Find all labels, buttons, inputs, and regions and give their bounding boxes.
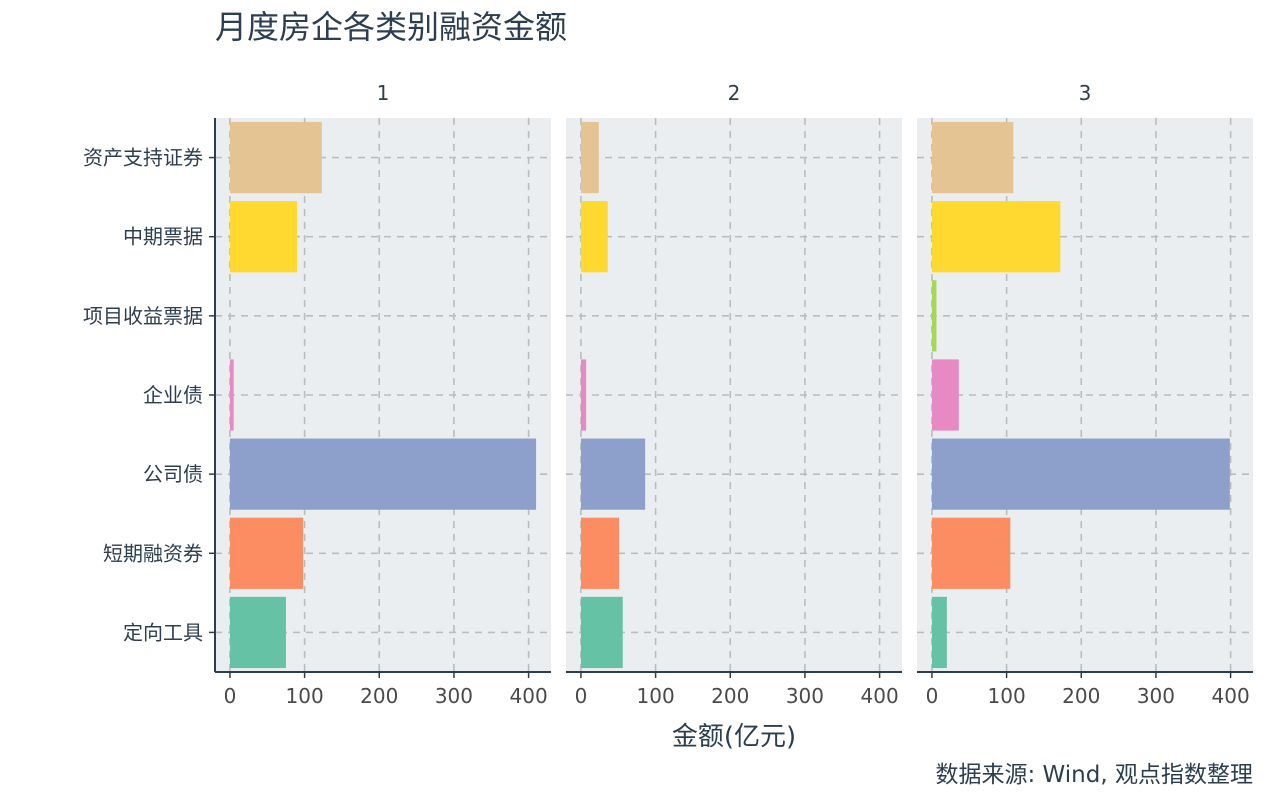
- panel-1: 1 0 100 200 300 400: [215, 81, 551, 708]
- x-tick-label: 300: [1137, 684, 1175, 708]
- panel-strip-label: 2: [728, 81, 741, 105]
- y-category-label: 短期融资券: [103, 541, 203, 565]
- bar-3-5: [931, 438, 1230, 510]
- panel-strip-label: 1: [377, 81, 390, 105]
- x-tick-label: 300: [435, 684, 473, 708]
- bar-1-5: [229, 438, 537, 510]
- x-tick-label: 0: [224, 684, 237, 708]
- y-category-label: 企业债: [143, 383, 203, 407]
- bar-1-7: [229, 596, 286, 669]
- panel-3: 3 0 100 200 300 400: [917, 81, 1253, 708]
- bar-1-4: [229, 359, 234, 431]
- source-caption: 数据来源: Wind, 观点指数整理: [936, 762, 1254, 788]
- bar-3-3: [931, 280, 937, 352]
- y-category-label: 中期票据: [123, 225, 203, 249]
- panel-2: 2 0 100 200 300 400: [566, 81, 902, 708]
- x-tick-label: 300: [786, 684, 824, 708]
- bar-1-6: [229, 517, 304, 589]
- x-tick-label: 200: [1062, 684, 1100, 708]
- panel-strip-label: 3: [1079, 81, 1092, 105]
- x-tick-label: 200: [360, 684, 398, 708]
- bar-2-4: [580, 359, 587, 431]
- x-tick-label: 200: [711, 684, 749, 708]
- bar-3-1: [931, 121, 1014, 194]
- bar-2-1: [580, 121, 599, 194]
- bar-2-7: [580, 596, 623, 669]
- y-category-label: 定向工具: [123, 620, 203, 644]
- bar-3-4: [931, 359, 959, 431]
- x-tick-label: 0: [575, 684, 588, 708]
- bar-1-2: [229, 201, 298, 273]
- y-category-label: 资产支持证券: [83, 146, 203, 170]
- x-tick-label: 400: [1212, 684, 1250, 708]
- bar-3-2: [931, 201, 1061, 273]
- x-tick-label: 100: [286, 684, 324, 708]
- bar-3-7: [931, 596, 947, 669]
- bar-2-6: [580, 517, 620, 589]
- x-tick-label: 100: [988, 684, 1026, 708]
- bar-1-1: [229, 121, 322, 194]
- x-tick-label: 400: [510, 684, 548, 708]
- x-axis-title: 金额(亿元): [672, 722, 796, 752]
- y-category-label: 项目收益票据: [83, 304, 203, 328]
- bar-3-6: [931, 517, 1011, 589]
- x-tick-label: 400: [861, 684, 899, 708]
- chart-title: 月度房企各类别融资金额: [215, 8, 567, 46]
- bar-2-5: [580, 438, 646, 510]
- x-tick-label: 0: [926, 684, 939, 708]
- bar-2-2: [580, 201, 608, 273]
- x-tick-label: 100: [637, 684, 675, 708]
- y-category-label: 公司债: [143, 462, 203, 486]
- panels-group: 1 0 100 200 300 400 2 0 100 200 300 400 3 0 100 200 300 4…: [215, 81, 1253, 708]
